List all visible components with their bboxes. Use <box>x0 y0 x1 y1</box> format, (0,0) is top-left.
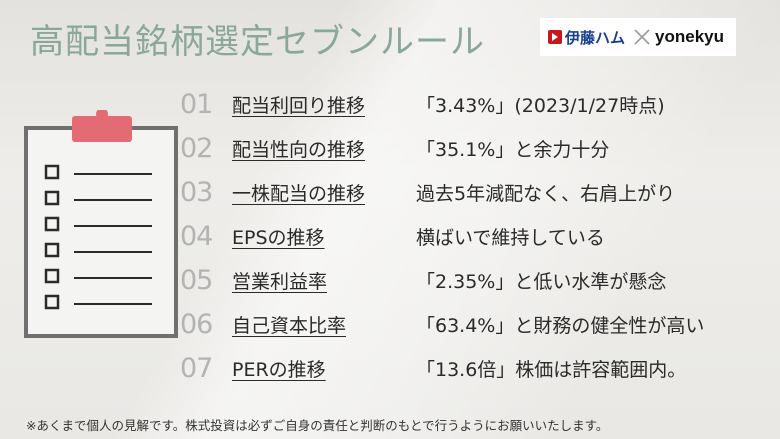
rule-item: 03 一株配当の推移 過去5年減配なく、右肩上がり <box>180 172 780 212</box>
clipboard-checklist-icon <box>24 110 178 338</box>
rule-description: 「2.35%」と低い水準が懸念 <box>416 270 667 293</box>
rule-number: 05 <box>180 264 213 296</box>
itoham-logo-text: 伊藤ハム <box>565 28 626 47</box>
rule-label: 一株配当の推移 <box>232 182 366 205</box>
rule-number: 03 <box>180 176 213 208</box>
rule-label: PERの推移 <box>232 358 326 381</box>
rule-item: 05 営業利益率 「2.35%」と低い水準が懸念 <box>180 260 780 300</box>
itoham-mark-icon <box>548 30 562 44</box>
itoham-logo: 伊藤ハム <box>548 27 625 48</box>
rule-label: 配当利回り推移 <box>232 94 366 117</box>
rule-number: 02 <box>180 132 213 164</box>
rule-description: 横ばいで維持している <box>416 226 605 249</box>
rule-description: 「63.4%」と財務の健全性が高い <box>416 314 705 337</box>
rule-description: 「35.1%」と余力十分 <box>416 138 610 161</box>
rule-item: 06 自己資本比率 「63.4%」と財務の健全性が高い <box>180 304 780 344</box>
rule-description: 「3.43%」(2023/1/27時点) <box>416 94 665 117</box>
page-title: 高配当銘柄選定セブンルール <box>30 22 485 62</box>
rule-description: 「13.6倍」株価は許容範囲内。 <box>416 358 687 381</box>
rule-number: 07 <box>180 352 213 384</box>
rule-number: 01 <box>180 88 213 120</box>
logo-banner: 伊藤ハム yonekyu <box>540 18 736 56</box>
rule-number: 06 <box>180 308 213 340</box>
rule-item: 07 PERの推移 「13.6倍」株価は許容範囲内。 <box>180 348 780 388</box>
rule-item: 04 EPSの推移 横ばいで維持している <box>180 216 780 256</box>
yonekyu-logo-text: yonekyu <box>655 27 724 46</box>
cross-icon <box>634 29 650 45</box>
rule-number: 04 <box>180 220 213 252</box>
rule-item: 01 配当利回り推移 「3.43%」(2023/1/27時点) <box>180 84 780 124</box>
rule-label: EPSの推移 <box>232 226 325 249</box>
rule-label: 自己資本比率 <box>232 314 347 337</box>
rule-description: 過去5年減配なく、右肩上がり <box>416 182 676 205</box>
rule-label: 配当性向の推移 <box>232 138 366 161</box>
rule-item: 02 配当性向の推移 「35.1%」と余力十分 <box>180 128 780 168</box>
disclaimer-footnote: ※あくまで個人の見解です。株式投資は必ずご自身の責任と判断のもとで行うようにお願… <box>26 418 609 433</box>
rule-label: 営業利益率 <box>232 270 328 293</box>
